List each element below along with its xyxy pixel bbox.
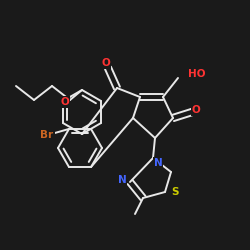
Text: S: S [171,187,179,197]
Text: Br: Br [40,130,54,140]
Text: O: O [192,105,200,115]
Text: O: O [60,97,70,107]
Text: O: O [102,58,110,68]
Text: N: N [118,175,126,185]
Text: HO: HO [188,69,206,79]
Text: N: N [154,158,162,168]
